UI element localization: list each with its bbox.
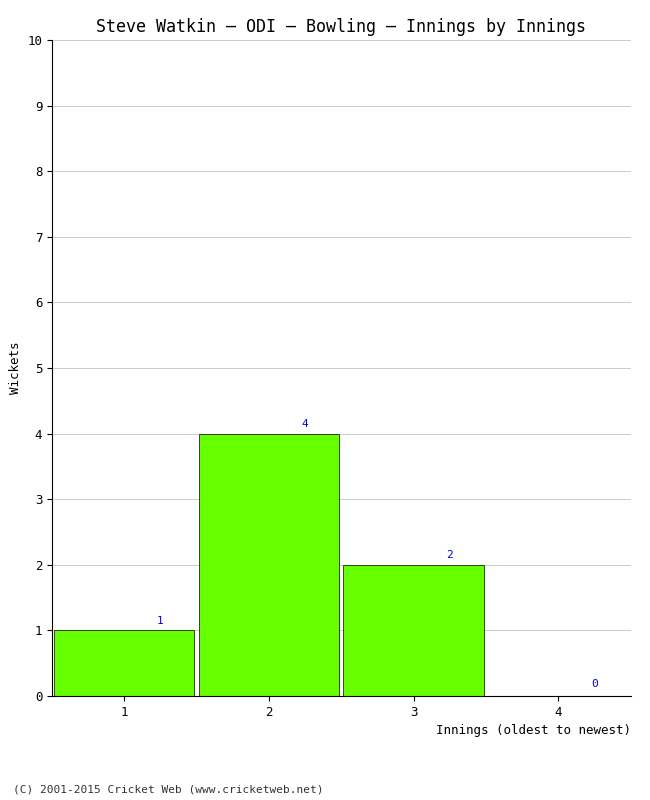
Text: 0: 0: [591, 679, 598, 690]
Text: (C) 2001-2015 Cricket Web (www.cricketweb.net): (C) 2001-2015 Cricket Web (www.cricketwe…: [13, 784, 324, 794]
Bar: [54, 630, 194, 696]
X-axis label: Innings (oldest to newest): Innings (oldest to newest): [436, 724, 630, 738]
Y-axis label: Wickets: Wickets: [8, 342, 21, 394]
Text: 4: 4: [302, 419, 309, 429]
Text: 2: 2: [447, 550, 453, 560]
Text: 1: 1: [157, 616, 164, 626]
Title: Steve Watkin – ODI – Bowling – Innings by Innings: Steve Watkin – ODI – Bowling – Innings b…: [96, 18, 586, 36]
Bar: [343, 565, 484, 696]
Bar: [199, 434, 339, 696]
